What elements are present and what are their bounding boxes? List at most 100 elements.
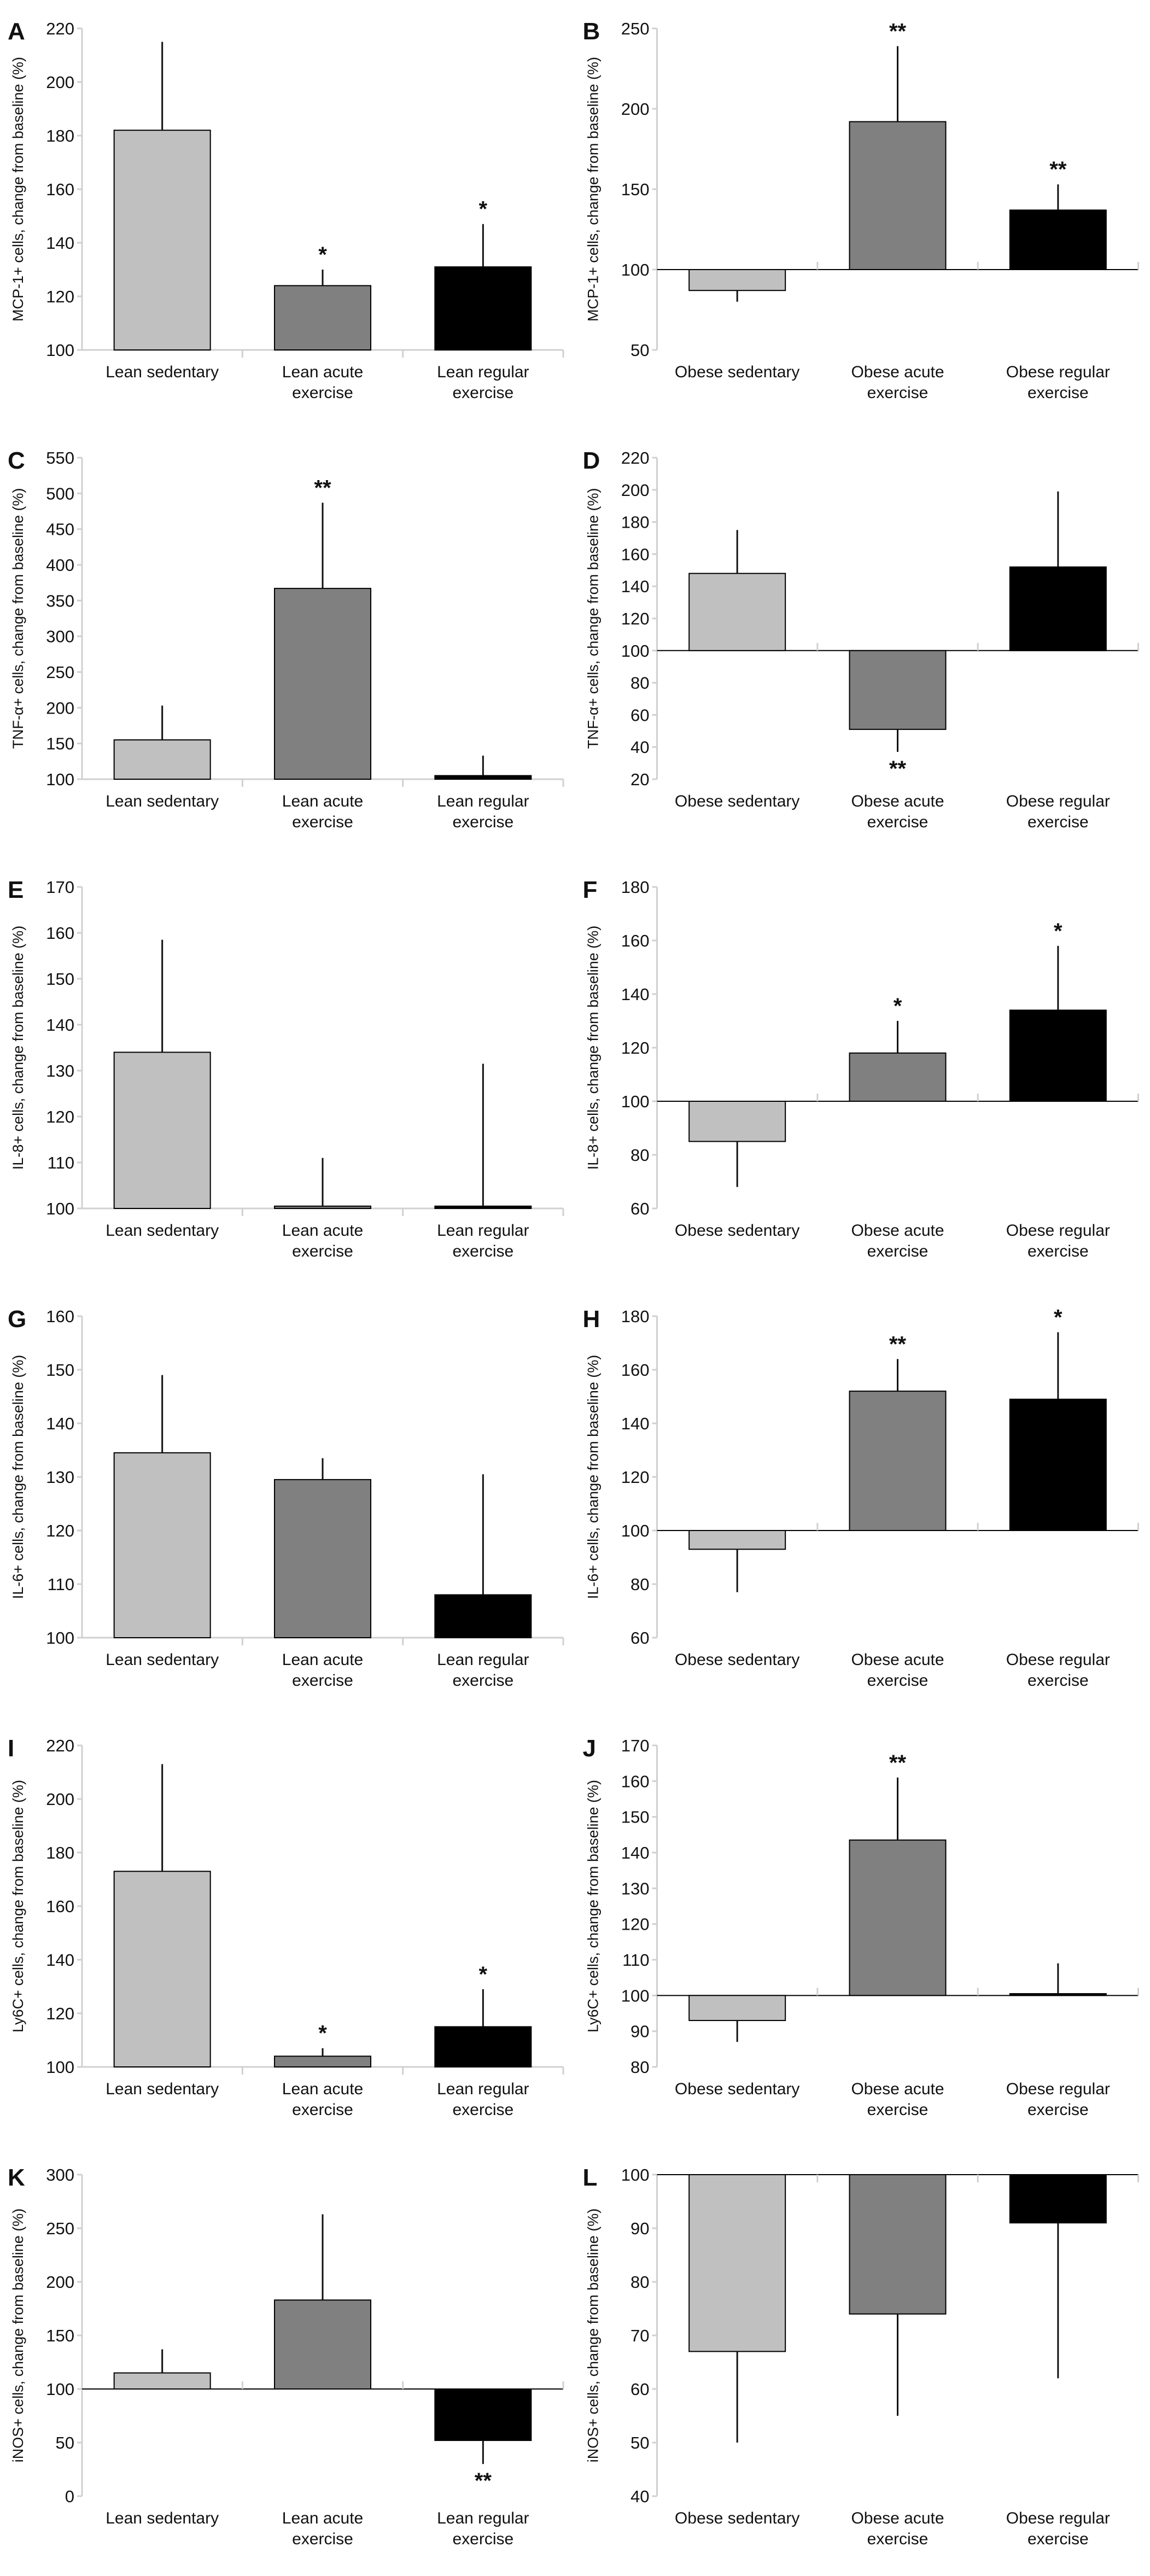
y-tick-label: 140 xyxy=(621,1843,650,1862)
y-tick-label: 20 xyxy=(631,770,649,789)
significance-marker: ** xyxy=(314,476,331,500)
significance-marker: * xyxy=(1054,1305,1063,1329)
x-tick-label: Obese sedentary xyxy=(675,1651,799,1669)
y-tick-label: 200 xyxy=(621,481,650,500)
x-tick-label: exercise xyxy=(867,1672,929,1690)
x-tick-label: Lean acute xyxy=(282,1222,363,1240)
y-tick-label: 160 xyxy=(46,1897,74,1916)
y-tick-label: 40 xyxy=(631,2487,649,2506)
chart-I: I Ly6C+ cells, change from baseline (%) 10… xyxy=(8,1735,564,2119)
bar xyxy=(849,121,947,271)
bar xyxy=(688,1530,786,1550)
y-tick-label: 400 xyxy=(46,556,74,575)
y-tick-label: 160 xyxy=(46,180,74,199)
x-tick-label: exercise xyxy=(867,2530,929,2548)
y-tick-label: 80 xyxy=(631,1575,649,1594)
panel-letter: L xyxy=(583,2164,598,2191)
y-tick-label: 150 xyxy=(46,2326,74,2345)
y-tick-label: 200 xyxy=(46,698,74,717)
x-tick-label: Lean regular xyxy=(437,2080,529,2098)
x-tick-label: Obese sedentary xyxy=(675,2080,799,2098)
bar xyxy=(113,739,211,780)
x-tick-label: exercise xyxy=(292,813,353,831)
y-axis-label: MCP-1+ cells, change from baseline (%) xyxy=(10,57,26,322)
y-tick-label: 100 xyxy=(621,641,650,661)
x-tick-label: Lean regular xyxy=(437,363,529,381)
panel-C: C TNF-α+ cells, change from baseline (%) 1… xyxy=(0,429,575,858)
x-tick-label: Obese acute xyxy=(851,792,944,810)
bar xyxy=(274,1479,371,1638)
y-tick-label: 120 xyxy=(46,287,74,306)
y-axis-label: Ly6C+ cells, change from baseline (%) xyxy=(585,1780,602,2032)
chart-F: F IL-8+ cells, change from baseline (%) 60… xyxy=(583,877,1139,1260)
y-tick-label: 250 xyxy=(621,19,650,38)
y-tick-label: 50 xyxy=(56,2433,74,2452)
y-tick-label: 150 xyxy=(46,734,74,753)
bar xyxy=(849,1839,947,1996)
x-tick-label: exercise xyxy=(1028,1672,1089,1690)
panel-letter: B xyxy=(583,18,600,45)
y-tick-label: 180 xyxy=(621,878,650,897)
significance-marker: ** xyxy=(889,19,907,43)
x-tick-label: exercise xyxy=(1028,813,1089,831)
significance-marker: * xyxy=(318,2022,327,2046)
x-tick-label: exercise xyxy=(452,2101,513,2119)
bar xyxy=(688,269,786,291)
bar xyxy=(1009,1993,1107,1996)
chart-J: J Ly6C+ cells, change from baseline (%) 80… xyxy=(583,1735,1139,2119)
y-tick-label: 120 xyxy=(621,1038,650,1058)
x-tick-label: Obese sedentary xyxy=(675,2509,799,2527)
bar xyxy=(434,1205,532,1209)
y-axis-label: iNOS+ cells, change from baseline (%) xyxy=(10,2209,26,2462)
y-tick-label: 200 xyxy=(621,100,650,119)
x-tick-label: Obese acute xyxy=(851,1222,944,1240)
y-tick-label: 90 xyxy=(631,2022,649,2041)
significance-marker: ** xyxy=(475,2469,492,2493)
y-tick-label: 100 xyxy=(46,1628,74,1648)
y-tick-label: 100 xyxy=(46,2380,74,2399)
panel-B: B MCP-1+ cells, change from baseline (%) 5… xyxy=(575,0,1150,429)
x-tick-label: Obese regular xyxy=(1006,792,1110,810)
y-tick-label: 100 xyxy=(46,770,74,789)
bar xyxy=(849,1391,947,1531)
y-tick-label: 170 xyxy=(46,878,74,897)
x-tick-label: exercise xyxy=(1028,2530,1089,2548)
y-tick-label: 100 xyxy=(46,1199,74,1218)
y-tick-label: 80 xyxy=(631,2273,649,2292)
panel-I: I Ly6C+ cells, change from baseline (%) 10… xyxy=(0,1717,575,2146)
bar xyxy=(274,2055,371,2068)
bar xyxy=(113,1452,211,1638)
y-tick-label: 120 xyxy=(46,1107,74,1126)
x-tick-label: Lean acute xyxy=(282,2509,363,2527)
x-tick-label: Obese sedentary xyxy=(675,363,799,381)
bar xyxy=(274,285,371,351)
y-tick-label: 100 xyxy=(621,260,650,279)
x-tick-label: exercise xyxy=(452,1242,513,1260)
y-tick-label: 160 xyxy=(621,931,650,950)
y-tick-label: 100 xyxy=(46,341,74,360)
panel-letter: I xyxy=(8,1735,14,1762)
bar xyxy=(849,2174,947,2315)
y-tick-label: 150 xyxy=(621,1808,650,1827)
x-tick-label: exercise xyxy=(867,1242,929,1260)
panel-D: D TNF-α+ cells, change from baseline (%) 2… xyxy=(575,429,1150,858)
panel-H: H IL-6+ cells, change from baseline (%) 60… xyxy=(575,1288,1150,1717)
y-tick-label: 100 xyxy=(621,2165,650,2184)
significance-marker: ** xyxy=(1049,157,1067,182)
y-tick-label: 550 xyxy=(46,448,74,468)
panel-letter: F xyxy=(583,877,598,903)
y-tick-label: 140 xyxy=(46,233,74,253)
y-tick-label: 70 xyxy=(631,2326,649,2345)
y-tick-label: 100 xyxy=(621,1092,650,1111)
y-tick-label: 220 xyxy=(46,1736,74,1755)
significance-marker: ** xyxy=(889,1332,907,1356)
y-tick-label: 100 xyxy=(621,1986,650,2005)
significance-marker: ** xyxy=(889,757,907,781)
y-tick-label: 160 xyxy=(46,1307,74,1326)
x-tick-label: Obese sedentary xyxy=(675,1222,799,1240)
y-tick-label: 220 xyxy=(46,19,74,38)
panel-A: A MCP-1+ cells, change from baseline (%) 1… xyxy=(0,0,575,429)
bar xyxy=(1009,566,1107,651)
